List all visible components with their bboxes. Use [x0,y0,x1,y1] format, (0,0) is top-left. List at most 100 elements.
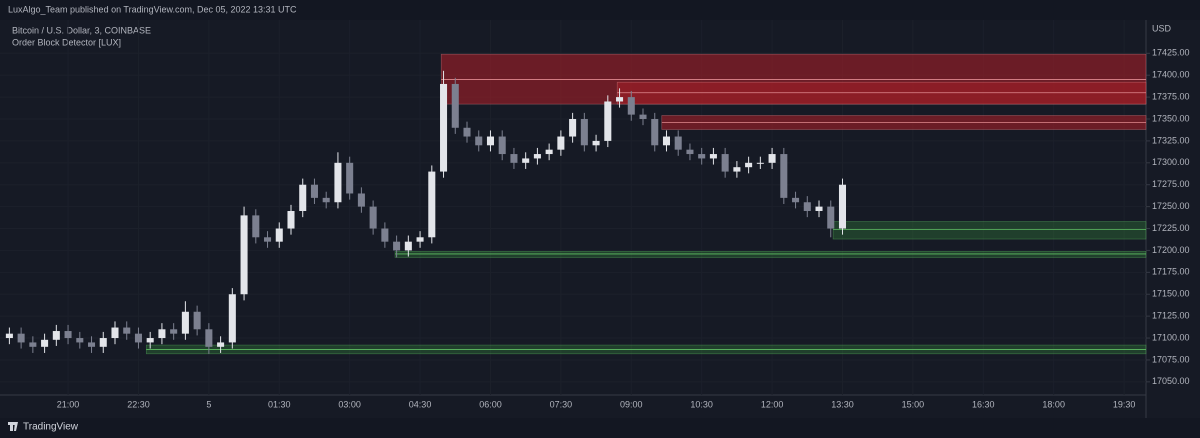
x-tick-label: 22:30 [127,399,150,409]
candle-body [111,327,119,339]
candle-body [745,162,753,168]
candle-body [756,162,764,164]
candle-body [228,294,236,343]
x-tick-label: 04:30 [409,399,432,409]
footer-brand: TradingView [23,422,79,433]
candle-body [721,154,729,172]
candle-body [41,339,49,347]
candle-body [475,136,483,146]
candle-body [5,333,13,339]
candle-body [733,167,741,172]
x-tick-label: 12:00 [761,399,784,409]
y-tick-label: 17325.00 [1152,135,1190,145]
candle-body [170,329,178,334]
candle-body [463,127,471,137]
y-tick-label: 17200.00 [1152,245,1190,255]
x-tick-label: 09:00 [620,399,643,409]
candle-body [99,338,107,347]
y-tick-label: 17350.00 [1152,113,1190,123]
candle-body [768,154,776,163]
x-tick-label: 19:30 [1113,399,1136,409]
y-tick-label: 17125.00 [1152,311,1190,321]
y-tick-label: 17150.00 [1152,289,1190,299]
candle-body [651,119,659,146]
x-tick-label: 16:30 [972,399,995,409]
x-tick-label: 18:00 [1042,399,1065,409]
candle-body [580,119,588,146]
candle-body [815,206,823,212]
chart-title: Bitcoin / U.S. Dollar, 3, COINBASE [12,25,151,35]
candle-body [440,83,448,172]
candle-body [451,83,459,128]
candle-body [123,327,131,334]
candle-body [393,241,401,251]
x-tick-label: 10:30 [690,399,713,409]
candle-body [134,333,142,343]
y-tick-label: 17375.00 [1152,91,1190,101]
candle-body [264,237,272,242]
y-tick-label: 17400.00 [1152,70,1190,80]
candle-body [322,197,330,203]
y-tick-label: 17225.00 [1152,223,1190,233]
candle-body [310,184,318,198]
candle-body [217,342,225,347]
candle-body [674,136,682,150]
candle-body [792,197,800,203]
x-tick-label: 01:30 [268,399,291,409]
candle-body [76,338,84,343]
candle-body [275,228,283,242]
candle-body [181,311,189,334]
chart-subtitle: Order Block Detector [LUX] [12,37,121,47]
candle-body [17,333,25,343]
x-tick-label: 07:30 [550,399,573,409]
candle-body [252,215,260,238]
x-tick-label: 13:30 [831,399,854,409]
order-block [832,221,1147,240]
x-tick-label: 21:00 [57,399,80,409]
header-bar [0,0,1200,20]
y-tick-label: 17250.00 [1152,201,1190,211]
candle-body [64,331,72,339]
x-tick-label: 06:00 [479,399,502,409]
candle-body [428,171,436,238]
candle-body [569,119,577,137]
order-block [616,81,1147,105]
candle-body [616,97,624,102]
candle-body [639,114,647,120]
candle-body [498,136,506,155]
candle-body [533,154,541,159]
x-tick-label: 5 [206,399,211,409]
x-tick-label: 03:00 [338,399,361,409]
y-tick-label: 17075.00 [1152,354,1190,364]
candle-body [662,136,670,146]
candle-body [416,237,424,242]
candle-body [604,101,612,141]
candle-body [299,184,307,212]
candle-body [522,158,530,163]
candle-body [838,184,847,229]
order-block [394,251,1147,258]
y-tick-label: 17300.00 [1152,157,1190,167]
y-tick-label: 17050.00 [1152,376,1190,386]
candle-body [357,193,365,207]
published-note: LuxAlgo_Team published on TradingView.co… [8,4,297,14]
x-tick-label: 15:00 [902,399,925,409]
candle-body [205,329,213,347]
candle-body [29,342,37,347]
candle-body [545,149,553,155]
candle-body [698,154,706,159]
y-tick-label: 17175.00 [1152,267,1190,277]
candle-body [52,331,60,340]
candle-body [88,342,96,347]
y-tick-label: 17275.00 [1152,179,1190,189]
candle-body [592,140,600,146]
y-axis-label: USD [1152,23,1172,33]
candle-body [803,202,811,212]
candle-body [334,162,342,203]
footer-bar [0,418,1200,438]
candle-body [486,136,494,146]
candle-body [369,206,377,229]
y-tick-label: 17425.00 [1152,48,1190,58]
candle-body [780,154,788,198]
